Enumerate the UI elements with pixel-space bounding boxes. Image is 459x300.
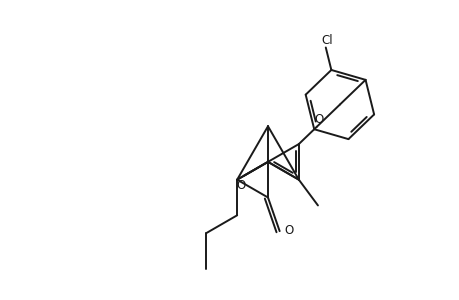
Text: O: O: [284, 224, 293, 237]
Text: Cl: Cl: [320, 34, 332, 47]
Text: O: O: [236, 179, 245, 192]
Text: O: O: [313, 113, 322, 126]
